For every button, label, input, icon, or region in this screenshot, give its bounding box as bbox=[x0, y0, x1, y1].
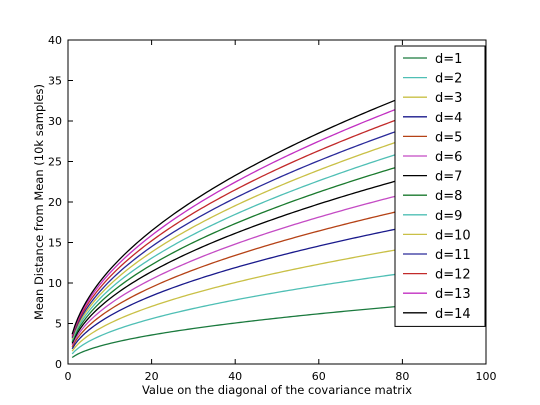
legend: d=1 d=2 d=3 d=4 d=5 d=6 d=7 d=8 d=9 d=10 d=11 d=12 d… bbox=[394, 45, 486, 327]
series-line-d13 bbox=[71, 106, 403, 336]
ticks: 0 20 40 60 80 100 0 5 10 15 20 25 30 35 40 bbox=[48, 34, 497, 383]
legend-label: d=7 bbox=[435, 170, 462, 185]
series-line-d11 bbox=[71, 128, 403, 338]
series-line-d7 bbox=[71, 178, 403, 344]
legend-box bbox=[394, 45, 486, 327]
legend-label: d=2 bbox=[435, 72, 462, 87]
plot-lines bbox=[71, 96, 403, 359]
series-line-d12 bbox=[71, 117, 403, 337]
legend-label: d=12 bbox=[435, 268, 471, 283]
x-axis-label: Value on the diagonal of the covariance … bbox=[142, 383, 412, 397]
series-line-d5 bbox=[71, 209, 403, 348]
legend-label: d=3 bbox=[435, 91, 462, 106]
y-tick-label: 5 bbox=[55, 318, 62, 331]
y-tick-label: 25 bbox=[48, 156, 62, 169]
x-tick-label: 80 bbox=[395, 370, 409, 383]
y-tick-label: 15 bbox=[48, 237, 62, 250]
x-tick-label: 0 bbox=[65, 370, 72, 383]
y-axis-label: Mean Distance from Mean (10k samples) bbox=[32, 84, 46, 320]
legend-label: d=10 bbox=[435, 228, 471, 243]
y-tick-label: 35 bbox=[48, 75, 62, 88]
series-line-d6 bbox=[71, 193, 403, 346]
legend-label: d=5 bbox=[435, 130, 462, 145]
x-tick-label: 40 bbox=[228, 370, 242, 383]
x-tick-label: 100 bbox=[476, 370, 497, 383]
legend-label: d=9 bbox=[435, 209, 462, 224]
series-line-d10 bbox=[71, 139, 403, 340]
legend-label: d=11 bbox=[435, 248, 471, 263]
x-tick-label: 60 bbox=[312, 370, 326, 383]
series-line-d3 bbox=[71, 248, 403, 352]
y-tick-label: 0 bbox=[55, 358, 62, 371]
legend-label: d=1 bbox=[435, 52, 462, 67]
legend-label: d=13 bbox=[435, 287, 471, 302]
series-line-d4 bbox=[71, 227, 403, 350]
series-line-d1 bbox=[71, 305, 403, 359]
legend-label: d=6 bbox=[435, 150, 462, 165]
y-tick-label: 30 bbox=[48, 115, 62, 128]
y-tick-label: 10 bbox=[48, 277, 62, 290]
y-tick-label: 20 bbox=[48, 196, 62, 209]
legend-label: d=8 bbox=[435, 189, 462, 204]
legend-label: d=14 bbox=[435, 307, 471, 322]
x-tick-label: 20 bbox=[145, 370, 159, 383]
legend-label: d=4 bbox=[435, 111, 462, 126]
y-tick-label: 40 bbox=[48, 34, 62, 47]
series-line-d14 bbox=[71, 96, 403, 335]
series-line-d9 bbox=[71, 151, 403, 341]
series-line-d8 bbox=[71, 164, 403, 343]
series-line-d2 bbox=[71, 272, 403, 355]
